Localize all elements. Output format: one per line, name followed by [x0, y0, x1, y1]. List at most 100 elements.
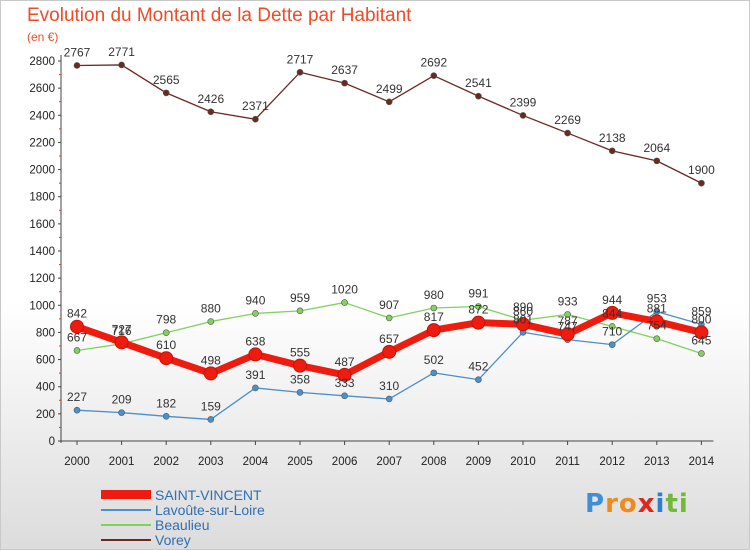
data-point: [341, 299, 348, 306]
data-label: 638: [245, 334, 265, 348]
data-point: [653, 157, 661, 165]
data-label: 391: [245, 368, 265, 382]
data-label: 452: [468, 360, 488, 374]
data-point: [73, 62, 81, 69]
legend-swatch: [101, 490, 151, 499]
x-tick-label: 2012: [599, 456, 625, 468]
data-label: 610: [156, 338, 176, 352]
data-label: 787: [558, 314, 578, 328]
data-point: [382, 344, 397, 359]
x-tick-label: 2006: [332, 456, 358, 468]
data-point: [516, 317, 530, 332]
data-point: [296, 68, 304, 76]
data-label: 310: [379, 379, 399, 393]
data-label: 817: [424, 310, 444, 324]
data-point: [608, 147, 616, 155]
data-point: [207, 416, 215, 423]
legend-swatch: [101, 508, 151, 511]
legend-item: SAINT-VINCENT: [101, 487, 262, 503]
data-label: 747: [558, 320, 578, 334]
data-label: 907: [379, 298, 399, 312]
data-label: 227: [67, 390, 87, 404]
data-label: 2767: [64, 45, 91, 59]
chart-title: Evolution du Montant de la Dette par Hab…: [27, 5, 412, 26]
data-point: [162, 329, 170, 337]
data-point: [475, 303, 482, 310]
data-label: 953: [647, 292, 667, 306]
data-label: 710: [602, 325, 622, 339]
data-point: [649, 314, 664, 329]
data-label: 716: [112, 324, 132, 338]
data-point: [248, 347, 263, 362]
x-tick-label: 2010: [510, 456, 536, 468]
data-label: 1900: [688, 163, 715, 177]
data-point: [605, 305, 620, 320]
data-label: 2717: [287, 52, 314, 66]
x-tick-label: 2009: [466, 456, 492, 468]
data-point: [203, 366, 218, 381]
legend-label: Vorey: [155, 531, 191, 548]
data-point: [114, 335, 129, 350]
data-point: [475, 92, 482, 100]
data-point: [564, 129, 571, 137]
x-tick-label: 2007: [376, 456, 402, 468]
data-point: [207, 108, 215, 116]
data-point: [73, 347, 81, 354]
logo-letter: r: [605, 489, 619, 519]
data-point: [560, 327, 575, 342]
data-point: [426, 323, 441, 338]
data-point: [385, 395, 393, 403]
data-label: 358: [290, 372, 310, 386]
data-label: 880: [201, 302, 221, 316]
data-point: [608, 341, 616, 348]
y-tick-label: 1000: [29, 300, 55, 312]
x-tick-label: 2001: [109, 456, 135, 468]
y-tick-label: 2800: [29, 56, 55, 68]
unit-label: (en €): [27, 30, 59, 44]
data-label: 657: [379, 332, 399, 346]
data-point: [73, 406, 81, 414]
x-tick-label: 2002: [153, 456, 179, 468]
data-point: [471, 315, 486, 330]
x-tick-label: 2011: [555, 456, 580, 468]
data-label: 991: [468, 287, 488, 301]
data-point: [252, 384, 259, 392]
data-label: 944: [602, 293, 622, 307]
data-point: [337, 367, 352, 382]
y-tick-label: 0: [49, 436, 55, 448]
data-label: 182: [156, 396, 176, 410]
data-label: 2371: [242, 99, 269, 113]
data-label: 2269: [554, 113, 581, 127]
x-tick-label: 2014: [689, 456, 715, 468]
y-tick-label: 400: [36, 382, 55, 394]
data-label: 881: [647, 301, 667, 315]
data-label: 859: [691, 304, 711, 318]
y-tick-label: 1400: [29, 246, 55, 258]
data-label: 800: [691, 312, 711, 326]
data-label: 555: [290, 346, 310, 360]
x-tick-label: 2004: [243, 456, 269, 468]
data-label: 2399: [510, 95, 537, 109]
data-label: 844: [602, 306, 622, 320]
data-point: [252, 115, 259, 123]
y-tick-label: 1200: [29, 273, 55, 285]
data-point: [296, 389, 304, 396]
legend-item: Lavoûte-sur-Loire: [101, 502, 265, 518]
data-point: [293, 358, 307, 373]
data-label: 933: [558, 294, 578, 308]
data-label: 980: [424, 288, 444, 302]
data-label: 2771: [108, 45, 135, 59]
data-label: 333: [335, 376, 355, 390]
y-tick-label: 1800: [29, 192, 55, 204]
data-label: 645: [691, 333, 711, 347]
data-label: 1020: [331, 283, 358, 297]
data-point: [430, 72, 438, 79]
data-point: [162, 412, 170, 420]
data-label: 2541: [465, 76, 492, 90]
x-tick-label: 2008: [421, 456, 447, 468]
data-label: 2565: [153, 73, 180, 87]
logo-letter: x: [637, 489, 656, 519]
data-label: 959: [290, 291, 310, 305]
data-point: [70, 319, 84, 334]
